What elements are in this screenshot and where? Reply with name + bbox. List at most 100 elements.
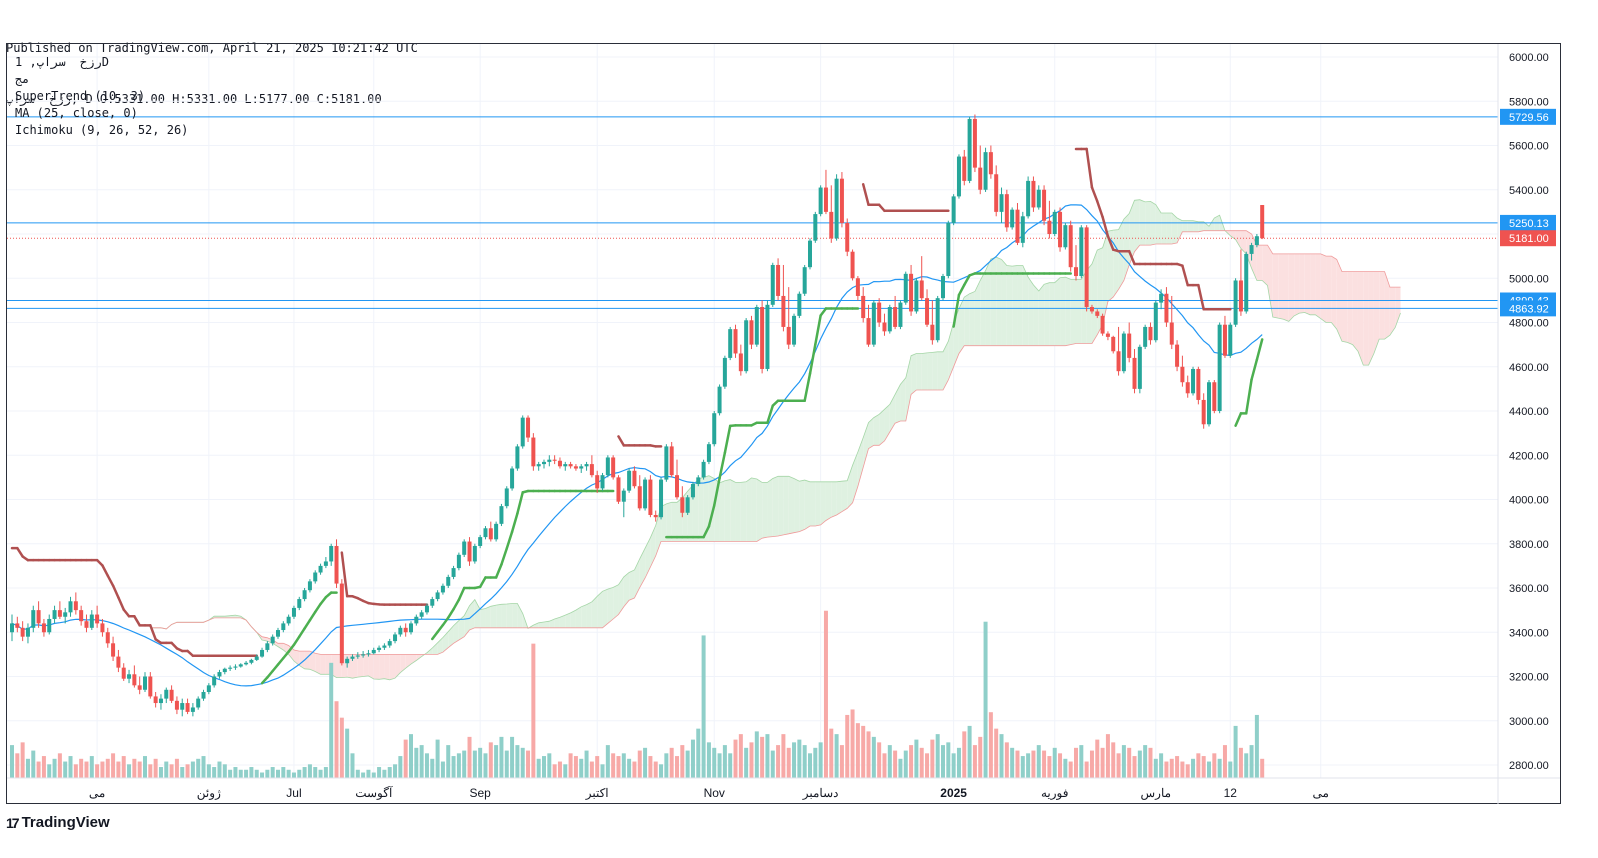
volume-bar [1068,761,1073,778]
legend-ma[interactable]: MA (25, close, 0) [15,106,138,120]
candle-body [260,649,265,657]
candle-body [579,466,584,469]
volume-bar [1254,714,1259,778]
price-level-tag-bg [1500,214,1556,231]
candle-body [361,654,366,656]
supertrend-segment [452,598,461,611]
candle-body [589,464,594,476]
supertrend-segment [95,558,104,567]
candle-body [765,304,770,369]
volume-bar [978,736,983,778]
candle-body [664,446,669,480]
brand-name: TradingView [21,814,110,831]
candle-body [1207,382,1211,425]
ichimoku-cloud-segment [751,477,757,542]
ichimoku-cloud-segment [1395,287,1401,328]
candle-body [467,541,472,562]
ichimoku-cloud-segment [315,653,321,675]
ichimoku-cloud-segment [1060,277,1066,346]
volume-bar [1137,750,1142,778]
volume-bar [845,714,850,778]
volume-bar [909,745,914,778]
volume-bar [446,745,451,778]
volume-bar [1116,753,1121,778]
volume-bar [1260,758,1265,778]
volume-bar [95,764,100,778]
candle-body [690,484,695,498]
volume-bar [637,750,642,778]
volume-bar [568,753,573,778]
legend-supertrend[interactable]: SuperTrend (10, 3) [15,89,146,103]
volume-bar [1217,758,1222,778]
volume-bar [1228,761,1233,778]
candle-body [318,565,323,573]
ichimoku-cloud-segment [1102,231,1108,325]
volume-bar [616,756,621,778]
volume-bar [717,753,722,778]
ichimoku-cloud-segment [645,537,651,579]
volume-bar [579,758,584,778]
candle-body [222,668,227,673]
supertrend-segment [516,491,524,515]
candle-body [919,280,924,299]
legend-symbol[interactable]: رزخ سراپ, 1D [15,55,109,69]
candle-body [1222,324,1227,356]
candle-body [717,386,722,414]
y-tick-label: 5000.00 [1509,273,1549,285]
volume-bar [318,769,323,778]
candle-body [1260,205,1265,239]
y-tick-label: 3000.00 [1509,716,1549,728]
ichimoku-cloud-segment [1187,220,1194,232]
candle-body [169,689,174,701]
candle-body [424,605,429,613]
supertrend-segment [441,616,450,627]
candle-body [813,214,818,241]
candle-body [941,276,945,299]
candle-body [153,696,158,704]
legend-ichimoku[interactable]: Ichimoku (9, 26, 52, 26) [15,123,189,137]
volume-bar [919,747,924,778]
tradingview-brand[interactable]: 17 TradingView [6,814,110,831]
ichimoku-cloud-segment [650,525,656,567]
candle-body [1153,302,1158,341]
volume-bar [366,769,371,778]
candle-body [1100,315,1105,334]
ichimoku-cloud-segment [1091,250,1098,344]
supertrend-segment [282,650,290,660]
ichimoku-cloud-segment [794,478,800,533]
volume-bar [914,739,919,778]
candle-body [754,307,759,345]
candle-body [57,610,62,617]
supertrend-segment [510,512,519,534]
ichimoku-cloud-segment [618,576,624,615]
volume-bar [329,662,334,778]
volume-bar [733,739,738,778]
volume-bar [41,756,46,778]
ichimoku-cloud-segment [1177,217,1183,243]
ichimoku-cloud-segment [570,610,576,628]
ichimoku-cloud-segment [1182,220,1188,232]
volume-bar [1074,747,1078,778]
candle-body [462,541,467,555]
candle-body [206,685,211,692]
supertrend-segment [287,643,296,653]
ichimoku-cloud-segment [969,291,975,346]
volume-bar [1244,753,1249,778]
ichimoku-cloud-segment [1161,212,1167,244]
candle-body [675,475,679,498]
candle-body [73,601,78,611]
volume-bar [797,739,802,778]
candle-body [1074,267,1078,277]
volume-bar [377,767,382,778]
ichimoku-cloud-segment [836,481,842,515]
candle-body [137,685,142,690]
candle-body [1148,326,1153,341]
volume-bar [1105,734,1110,778]
candle-body [1180,366,1185,383]
ichimoku-cloud-segment [762,482,768,539]
candle-body [1132,357,1137,389]
ichimoku-cloud-segment [544,621,550,628]
volume-bar [84,761,89,778]
volume-bar [254,769,259,778]
